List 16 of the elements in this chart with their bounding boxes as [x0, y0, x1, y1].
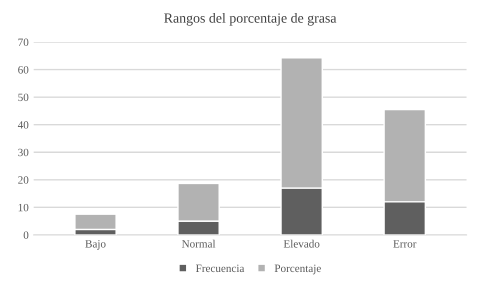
x-tick-label: Bajo [85, 240, 106, 250]
y-tick-label: 20 [18, 176, 28, 184]
legend-label: Porcentaje [274, 264, 321, 274]
y-tick-label: 70 [18, 38, 28, 46]
chart-title: Rangos del porcentaje de grasa [164, 12, 336, 26]
legend-label: Frecuencia [196, 264, 244, 272]
y-tick-label: 50 [18, 94, 28, 102]
y-tick-label: 40 [18, 121, 28, 129]
y-tick-label: 0 [24, 231, 28, 239]
y-tick-label: 30 [18, 148, 28, 156]
bar [74, 214, 117, 230]
y-tick-label: 10 [18, 204, 28, 212]
x-tick-label: Elevado [284, 240, 320, 248]
x-tick-label: Normal [182, 240, 216, 248]
y-tick-label: 60 [18, 66, 28, 74]
x-tick-label: Error [393, 240, 416, 248]
